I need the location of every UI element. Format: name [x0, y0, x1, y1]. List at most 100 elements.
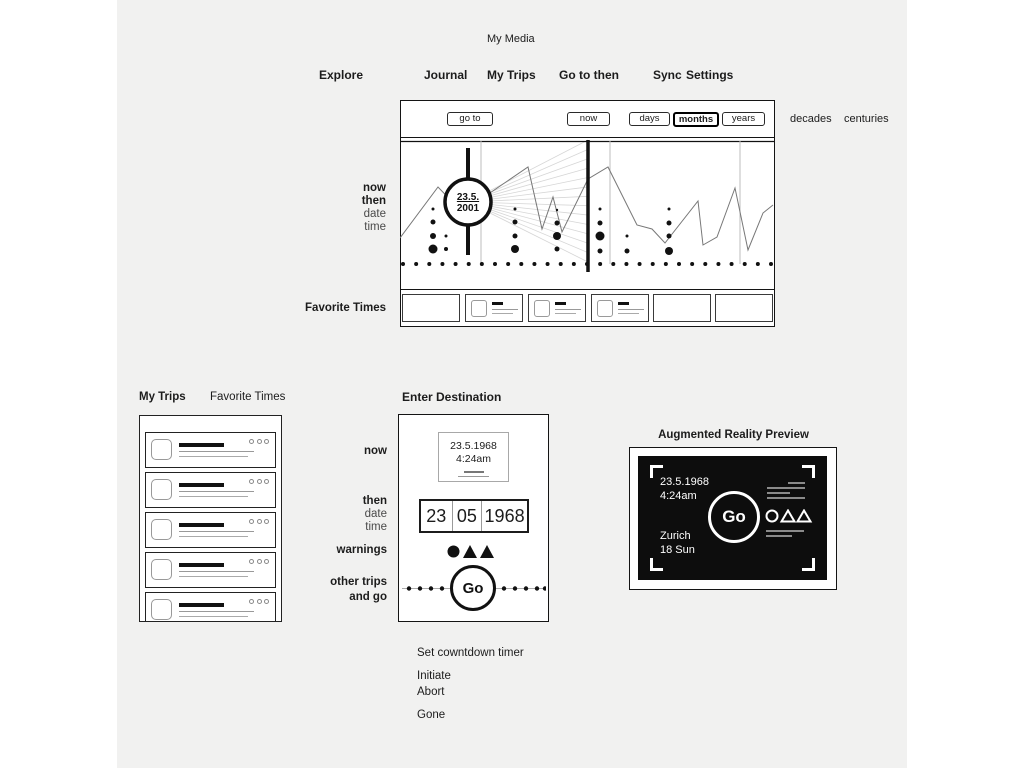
warning-triangle-icon	[480, 545, 494, 558]
go-button[interactable]: Go	[450, 565, 496, 611]
trip-text-line	[179, 495, 248, 497]
trip-card[interactable]	[145, 512, 276, 548]
trip-text-line	[179, 570, 254, 572]
scale-button-years[interactable]: years	[722, 112, 765, 126]
favorite-card[interactable]	[527, 293, 586, 322]
hud-text-line	[766, 535, 792, 537]
favorite-thumbnail	[596, 299, 613, 317]
now-underline	[458, 475, 489, 477]
nav-item-my-trips[interactable]: My Trips	[487, 68, 536, 82]
tab-my-trips[interactable]: My Trips	[139, 391, 186, 403]
favorite-slot-empty[interactable]	[652, 293, 711, 322]
ar-city: Zurich	[660, 530, 691, 542]
trip-title-line	[179, 523, 224, 527]
trip-options-icon[interactable]	[249, 439, 269, 444]
trip-card[interactable]	[145, 592, 276, 621]
destination-now-display[interactable]: 23.5.1968 4:24am	[438, 432, 509, 482]
favorite-card[interactable]	[464, 293, 523, 322]
trip-options-icon[interactable]	[249, 559, 269, 564]
timeline-left-labels: now then date time	[286, 182, 386, 233]
day-field[interactable]: 23	[426, 505, 447, 526]
label-time: time	[364, 221, 386, 233]
favorite-slot-empty[interactable]	[714, 293, 773, 322]
scale-option-decades[interactable]: decades	[790, 113, 832, 125]
favorite-text-line	[617, 312, 639, 314]
trip-title-line	[179, 443, 224, 447]
trip-card[interactable]	[145, 432, 276, 468]
hud-text-line	[767, 497, 805, 499]
scale-button-months[interactable]: months	[673, 111, 719, 127]
hud-text-line	[767, 487, 805, 489]
ar-preview-frame: 23.5.1968 4:24am Zurich 18 Sun Go	[629, 447, 837, 590]
trip-text-line	[179, 615, 248, 617]
initiate-action[interactable]: Initiate	[417, 670, 451, 682]
goto-button[interactable]: go to	[447, 112, 493, 126]
destination-panel: 23.5.1968 4:24am 23 05 1968 Go	[398, 414, 549, 622]
trip-card[interactable]	[145, 472, 276, 508]
other-trips-dots[interactable]	[402, 584, 546, 593]
favorite-title-line	[491, 301, 503, 305]
set-timer-action[interactable]: Set cowntdown timer	[417, 647, 524, 659]
year-field[interactable]: 1968	[481, 501, 527, 531]
month-field[interactable]: 05	[451, 501, 482, 531]
favorite-slot-empty[interactable]	[401, 293, 460, 322]
favorites-divider	[401, 288, 774, 290]
favorite-text-line	[491, 308, 518, 310]
trip-text-line	[179, 535, 248, 537]
viewfinder-corner-icon	[802, 465, 815, 478]
favorite-text-line	[491, 312, 513, 314]
ar-viewport: 23.5.1968 4:24am Zurich 18 Sun Go	[638, 456, 827, 580]
trip-text-line	[179, 490, 254, 492]
label-date: date	[363, 208, 386, 220]
label-and-go: and go	[349, 591, 387, 603]
trip-thumbnail	[151, 559, 172, 580]
favorite-text-line	[617, 308, 644, 310]
trip-options-icon[interactable]	[249, 599, 269, 604]
ar-title: Augmented Reality Preview	[658, 429, 809, 441]
tab-favorite-times[interactable]: Favorite Times	[210, 391, 286, 403]
trip-options-icon[interactable]	[249, 519, 269, 524]
trip-title-line	[179, 483, 224, 487]
ar-weather: 18 Sun	[660, 543, 695, 556]
now-time: 4:24am	[455, 453, 492, 465]
favorite-title-line	[554, 301, 566, 305]
hud-text-line	[788, 482, 805, 484]
now-date: 23.5.1968	[450, 440, 497, 452]
nav-item-settings[interactable]: Settings	[686, 68, 734, 82]
now-underline	[463, 471, 484, 473]
warning-indicators	[447, 545, 494, 558]
viewfinder-corner-icon	[650, 558, 663, 571]
nav-item-go-to-then[interactable]: Go to then	[559, 68, 619, 82]
favorite-title-line	[617, 301, 629, 305]
trip-thumbnail	[151, 599, 172, 620]
favorite-thumbnail	[470, 299, 487, 317]
timeline-panel: go to now days months years 23.5. 2001	[399, 100, 775, 327]
nav-item-sync[interactable]: Sync	[653, 68, 682, 82]
warning-triangle-icon	[463, 545, 477, 558]
trip-card[interactable]	[145, 552, 276, 588]
trips-list	[139, 415, 282, 622]
trip-title-line	[179, 563, 224, 567]
nav-item-explore[interactable]: Explore	[319, 68, 364, 82]
nav-item-journal[interactable]: Journal	[424, 68, 468, 82]
abort-action[interactable]: Abort	[417, 686, 445, 698]
trip-thumbnail	[151, 519, 172, 540]
trip-text-line	[179, 530, 254, 532]
trip-text-line	[179, 455, 248, 457]
now-button[interactable]: now	[567, 112, 610, 126]
trip-options-icon[interactable]	[249, 479, 269, 484]
svg-text:2001: 2001	[456, 203, 479, 214]
ar-go-button[interactable]: Go	[708, 491, 760, 543]
timeline-chart[interactable]: 23.5.2001	[399, 137, 775, 289]
warning-circle-icon	[447, 545, 460, 558]
trip-thumbnail	[151, 439, 172, 460]
scale-option-centuries[interactable]: centuries	[844, 113, 889, 125]
trip-text-line	[179, 610, 254, 612]
favorite-text-line	[554, 308, 581, 310]
scale-button-days[interactable]: days	[629, 112, 670, 126]
label-other-trips: other trips	[330, 576, 387, 588]
gone-action[interactable]: Gone	[417, 709, 446, 721]
favorite-card[interactable]	[590, 293, 649, 322]
label-dest-time: time	[365, 521, 387, 533]
